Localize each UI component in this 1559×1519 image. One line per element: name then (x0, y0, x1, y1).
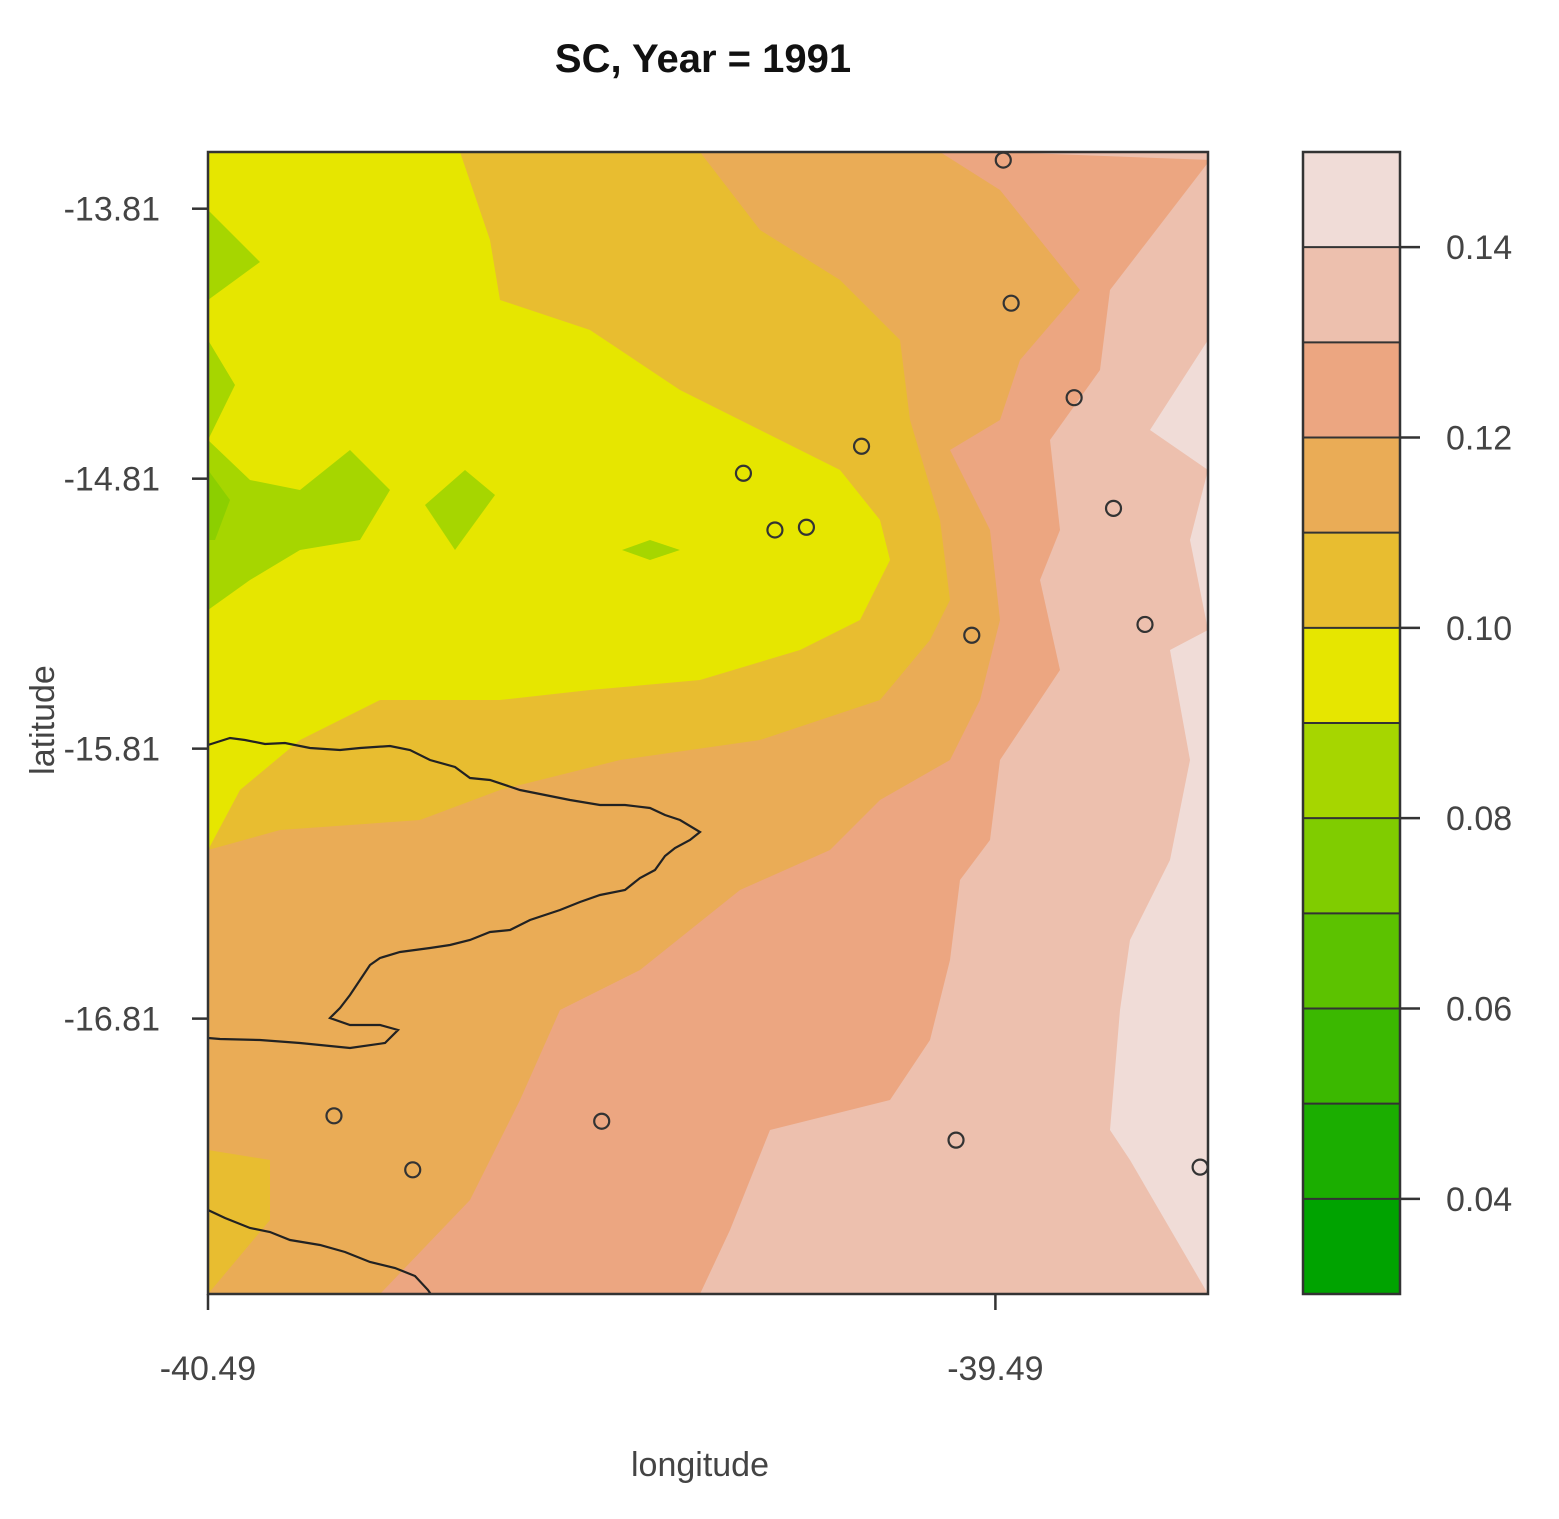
plot-frame (206, 150, 1210, 1296)
station-point (852, 437, 871, 455)
x-axis-label: longitude (631, 1446, 769, 1484)
legend-swatch (1303, 437, 1400, 533)
contour-band-0.07-0.08-d (425, 470, 495, 550)
station-point (593, 1112, 611, 1130)
legend-swatch (1303, 532, 1400, 628)
legend-tick-label: 0.04 (1446, 1181, 1512, 1219)
station-point (1104, 499, 1123, 517)
station-point (404, 1161, 422, 1179)
station-point (1136, 615, 1154, 634)
legend-swatch (1303, 1103, 1400, 1199)
contour-band-0.07-0.08-e (622, 540, 680, 560)
legend-swatch (1303, 627, 1400, 723)
station-point (963, 626, 981, 644)
plot-area (208, 152, 1208, 1294)
legend-tick-label: 0.06 (1446, 991, 1512, 1029)
station-point (797, 518, 816, 536)
legend-swatch (1303, 723, 1400, 819)
contour-band-0.08-0.09 (208, 152, 890, 850)
station-point (734, 464, 753, 482)
state-border-lower (208, 1209, 432, 1294)
legend-tick-label: 0.10 (1446, 610, 1512, 648)
legend-tick-label: 0.14 (1446, 229, 1512, 267)
legend-swatch (1303, 913, 1400, 1009)
x-axis: -40.49 -39.49 (160, 1294, 1044, 1388)
y-tick-label: -13.81 (64, 191, 160, 229)
state-border-upper (208, 736, 702, 1050)
legend-swatch (1303, 1198, 1400, 1294)
legend-swatch (1303, 1008, 1400, 1104)
legend-swatch (1303, 818, 1400, 914)
y-tick-label: -15.81 (64, 731, 160, 769)
legend-swatch (1303, 152, 1400, 248)
legend-tick-label: 0.12 (1446, 420, 1512, 458)
y-axis-label: latitude (24, 665, 62, 775)
x-tick-label: -39.49 (947, 1350, 1043, 1388)
legend-frame (1301, 150, 1402, 1296)
station-point (325, 1107, 343, 1125)
contour-band-0.07-0.08-c (208, 440, 390, 610)
chart-title: SC, Year = 1991 (555, 37, 851, 81)
legend-swatch (1303, 247, 1400, 343)
contour-band-below-0.07 (208, 470, 230, 540)
contour-band-0.07-0.08-a (208, 210, 260, 300)
legend-tick-label: 0.08 (1446, 800, 1512, 838)
station-point (1002, 294, 1020, 312)
station-point (947, 1131, 965, 1149)
color-key-legend: 0.04 0.06 0.08 0.10 0.12 0.14 (1301, 150, 1512, 1296)
x-tick-label: -40.49 (160, 1350, 256, 1388)
station-point (1065, 389, 1083, 407)
y-tick-label: -16.81 (64, 1001, 160, 1039)
contour-band-0.07-0.08-b (208, 340, 235, 440)
legend-swatch (1303, 342, 1400, 438)
y-tick-label: -14.81 (64, 461, 160, 499)
station-point (766, 521, 784, 539)
y-axis: -13.81 -14.81 -15.81 -16.81 (64, 191, 208, 1039)
